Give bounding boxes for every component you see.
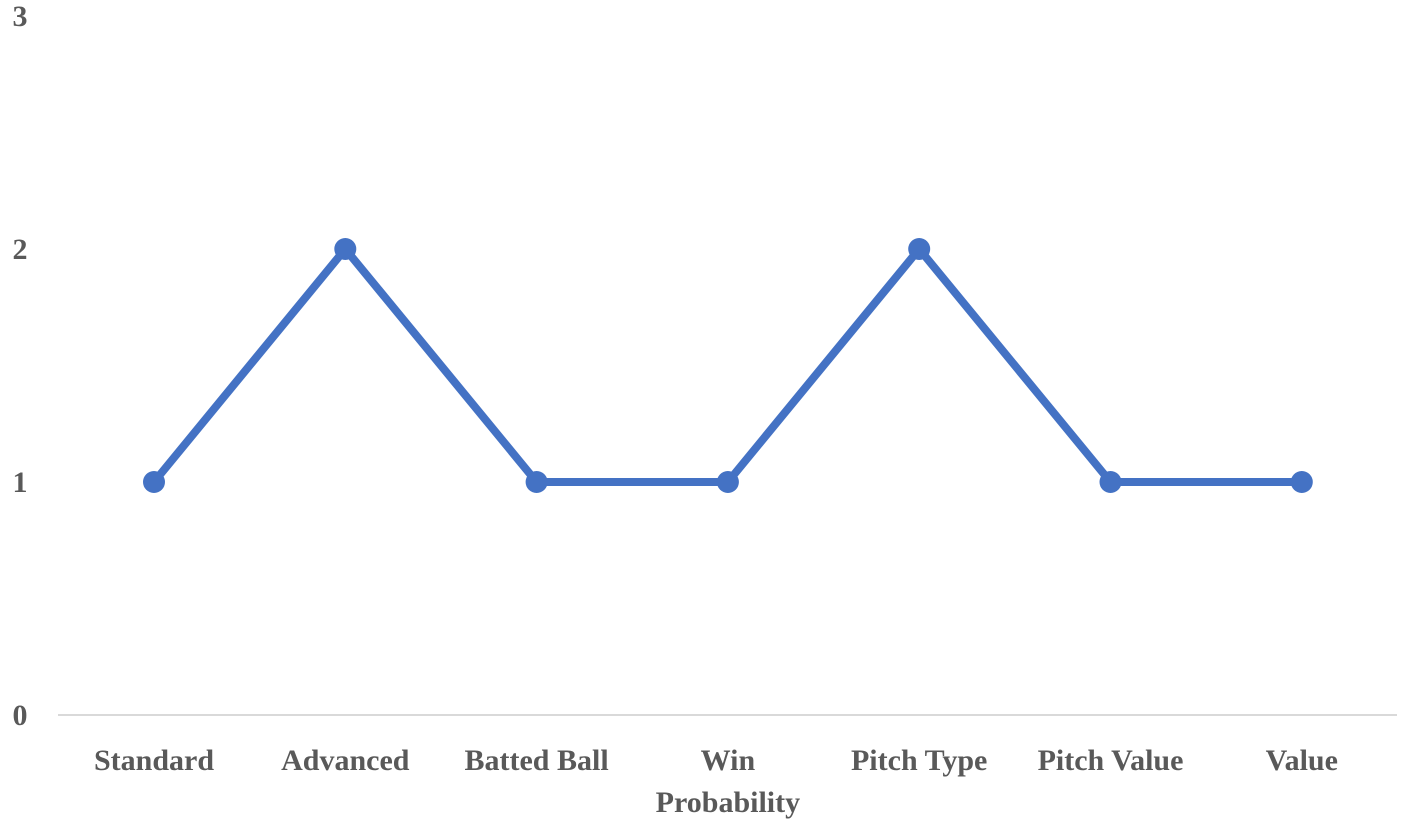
data-point — [525, 471, 548, 493]
y-tick-label: 1 — [13, 466, 28, 499]
data-point — [908, 238, 931, 260]
data-point — [1099, 471, 1122, 493]
x-category-label-line: Pitch Value — [1038, 744, 1184, 777]
x-category-label: Pitch Value — [1038, 744, 1184, 777]
x-category-label-line: Standard — [94, 744, 214, 777]
data-point — [716, 471, 739, 493]
x-category-label: Batted Ball — [465, 744, 609, 777]
y-axis-tick-labels: 0 1 2 3 — [13, 0, 28, 732]
data-point — [143, 471, 165, 493]
x-category-label-line: Probability — [656, 786, 800, 819]
x-category-label: Advanced — [281, 744, 410, 777]
data-point — [1290, 471, 1313, 493]
x-category-label-line: Pitch Type — [851, 744, 987, 777]
data-point — [334, 238, 357, 260]
x-category-label: Pitch Type — [851, 744, 987, 777]
x-category-label-line: Win — [701, 744, 756, 777]
x-axis-category-labels: Standard Advanced Batted Ball Win Probabilit… — [94, 744, 1338, 819]
x-category-label-line: Advanced — [281, 744, 410, 777]
y-tick-label: 0 — [13, 699, 28, 732]
series-line — [150, 245, 1306, 486]
x-category-label: Value — [1266, 744, 1338, 777]
x-category-label-line: Value — [1266, 744, 1338, 777]
series-points — [143, 238, 1313, 493]
x-category-label: Standard — [94, 744, 214, 777]
x-category-label: Win Probability — [656, 744, 800, 819]
x-category-label-line: Batted Ball — [465, 744, 609, 777]
y-tick-label: 3 — [13, 0, 28, 33]
y-tick-label: 2 — [13, 233, 28, 266]
